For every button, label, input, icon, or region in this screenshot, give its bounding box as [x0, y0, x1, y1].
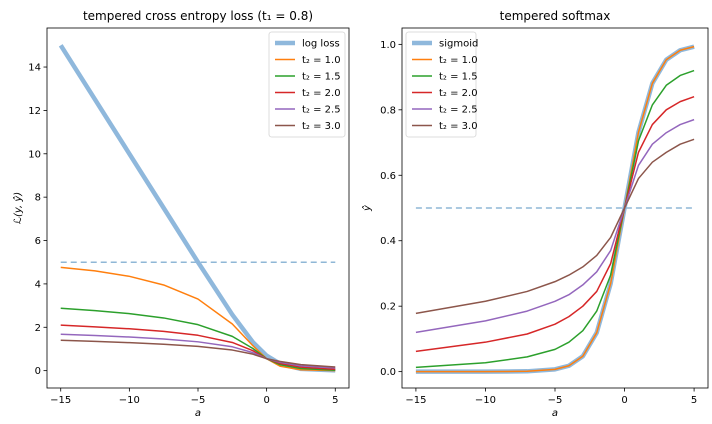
y-axis-label: ℒ(y, ŷ) [12, 192, 24, 224]
series-line-4 [415, 118, 695, 334]
legend-label: t₂ = 1.5 [302, 72, 341, 83]
legend-label: t₂ = 2.0 [302, 88, 341, 99]
y-tick-label: 0.4 [380, 236, 396, 247]
legend: log loss t₂ = 1.0 t₂ = 1.5 t₂ = 2.0 t₂ = 2.5… [268, 31, 346, 138]
legend-label: t₂ = 3.0 [302, 121, 341, 132]
legend-label: t₂ = 2.5 [302, 105, 341, 116]
legend-box [268, 31, 346, 138]
chart-title: tempered softmax [500, 9, 611, 23]
x-axis-label: a [195, 408, 201, 419]
y-tick-label: 2 [35, 323, 41, 334]
y-tick-label: 12 [28, 106, 41, 117]
x-tick-label: 5 [691, 395, 697, 406]
x-tick-label: −10 [119, 395, 140, 406]
y-tick-label: 1.0 [380, 40, 396, 51]
y-axis-label: ŷ [361, 204, 373, 212]
x-tick-label: −10 [475, 395, 496, 406]
y-tick-label: 10 [28, 149, 41, 160]
x-tick-label: 5 [332, 395, 338, 406]
legend-label: t₂ = 3.0 [439, 121, 478, 132]
legend-label: log loss [302, 39, 340, 50]
y-tick-label: 6 [35, 236, 41, 247]
series-line-3 [415, 96, 695, 353]
series-line-1 [60, 266, 336, 372]
x-tick-label: −15 [405, 395, 426, 406]
legend-label: t₂ = 2.0 [439, 88, 478, 99]
legend-label: t₂ = 1.0 [439, 55, 478, 66]
y-tick-label: 0.6 [380, 171, 396, 182]
legend-box [405, 31, 477, 138]
y-tick-label: 0.8 [380, 105, 396, 116]
series-line-2 [60, 307, 336, 371]
y-tick-label: 0 [35, 366, 41, 377]
x-tick-label: −5 [548, 395, 563, 406]
y-tick-label: 4 [35, 279, 41, 290]
x-tick-label: −5 [191, 395, 206, 406]
legend-label: t₂ = 2.5 [439, 105, 478, 116]
chart-title: tempered cross entropy loss (t₁ = 0.8) [83, 9, 313, 23]
series-line-2 [415, 69, 695, 369]
series-line-4 [60, 333, 336, 369]
x-tick-label: 0 [621, 395, 627, 406]
series-line-5 [415, 138, 695, 315]
y-tick-label: 8 [35, 193, 41, 204]
x-tick-label: −15 [50, 395, 71, 406]
chart-2: −15 −10 −5 0 5 0.0 0.2 0.4 0.6 0.8 1.0 tempered sof… [361, 9, 709, 419]
legend-label: sigmoid [439, 39, 478, 50]
legend-label: t₂ = 1.5 [439, 72, 478, 83]
series-line-5 [60, 339, 336, 368]
series-line-1 [415, 45, 695, 373]
y-tick-label: 0.0 [380, 367, 396, 378]
chart-1: −15 −10 −5 0 5 0 2 4 6 8 10 12 14 tempered cross entr… [12, 9, 350, 419]
y-tick-label: 0.2 [380, 302, 396, 313]
series-line-3 [60, 324, 336, 371]
legend-label: t₂ = 1.0 [302, 55, 341, 66]
x-tick-label: 0 [263, 395, 269, 406]
legend: sigmoid t₂ = 1.0 t₂ = 1.5 t₂ = 2.0 t₂ = 2.5 t… [405, 31, 478, 138]
y-tick-label: 14 [28, 63, 41, 74]
x-axis-label: a [552, 408, 558, 419]
